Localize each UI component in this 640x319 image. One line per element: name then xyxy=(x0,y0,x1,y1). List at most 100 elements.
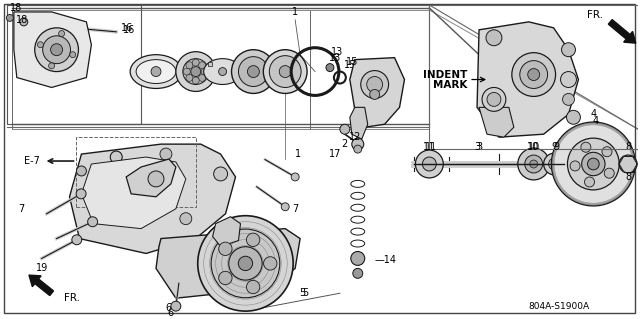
Text: 8: 8 xyxy=(625,142,631,152)
Circle shape xyxy=(35,28,79,71)
Text: 6: 6 xyxy=(168,308,174,318)
Circle shape xyxy=(269,56,301,87)
Circle shape xyxy=(352,138,364,150)
Circle shape xyxy=(232,50,275,93)
Circle shape xyxy=(588,158,599,170)
Circle shape xyxy=(246,280,260,294)
FancyArrow shape xyxy=(29,275,54,295)
Text: 17: 17 xyxy=(329,149,341,159)
Text: FR.: FR. xyxy=(588,10,604,20)
Circle shape xyxy=(238,256,253,271)
Text: 13: 13 xyxy=(329,53,341,63)
Circle shape xyxy=(186,62,193,69)
Circle shape xyxy=(6,14,13,21)
Circle shape xyxy=(151,67,161,77)
Circle shape xyxy=(582,152,605,176)
Polygon shape xyxy=(81,157,186,229)
Polygon shape xyxy=(477,22,579,137)
Circle shape xyxy=(340,124,350,134)
Text: 4: 4 xyxy=(592,116,598,126)
Circle shape xyxy=(568,138,620,190)
Text: 18: 18 xyxy=(16,15,28,25)
Circle shape xyxy=(88,217,97,227)
Circle shape xyxy=(281,203,289,211)
Ellipse shape xyxy=(204,59,241,85)
Circle shape xyxy=(326,63,334,71)
Circle shape xyxy=(563,93,575,105)
Circle shape xyxy=(528,69,540,80)
Circle shape xyxy=(211,229,280,298)
Circle shape xyxy=(219,242,232,256)
Text: 20: 20 xyxy=(145,192,157,202)
Circle shape xyxy=(482,87,506,111)
Circle shape xyxy=(415,150,444,178)
Circle shape xyxy=(530,160,538,168)
Text: 12: 12 xyxy=(349,132,361,142)
Circle shape xyxy=(370,89,380,100)
Text: MARK: MARK xyxy=(433,80,467,91)
Circle shape xyxy=(97,170,106,178)
Circle shape xyxy=(361,70,388,98)
Circle shape xyxy=(602,147,612,157)
Circle shape xyxy=(191,67,201,77)
Text: 8: 8 xyxy=(625,172,631,182)
Circle shape xyxy=(183,68,190,75)
Circle shape xyxy=(487,93,501,106)
Text: 10: 10 xyxy=(527,142,539,152)
Circle shape xyxy=(422,157,436,171)
Text: —14: —14 xyxy=(374,256,397,265)
Circle shape xyxy=(93,166,109,182)
Polygon shape xyxy=(350,108,368,139)
Circle shape xyxy=(548,158,561,170)
Text: 5: 5 xyxy=(299,288,305,298)
Circle shape xyxy=(263,50,307,93)
Circle shape xyxy=(279,66,291,78)
Text: 7: 7 xyxy=(19,204,25,214)
Polygon shape xyxy=(156,229,300,298)
Polygon shape xyxy=(14,12,92,87)
Circle shape xyxy=(72,235,82,245)
Circle shape xyxy=(38,42,44,48)
Text: 16: 16 xyxy=(121,23,134,33)
Circle shape xyxy=(604,168,614,178)
Text: 15: 15 xyxy=(346,57,358,67)
Circle shape xyxy=(525,155,543,173)
Ellipse shape xyxy=(130,55,182,88)
Text: E-7: E-7 xyxy=(24,156,40,166)
Text: 9: 9 xyxy=(552,142,557,152)
Circle shape xyxy=(160,148,172,160)
Text: 4: 4 xyxy=(590,109,596,119)
Circle shape xyxy=(486,30,502,46)
Circle shape xyxy=(581,142,591,152)
Circle shape xyxy=(219,68,227,76)
Circle shape xyxy=(520,61,548,88)
Circle shape xyxy=(59,31,65,37)
Circle shape xyxy=(198,74,205,81)
Circle shape xyxy=(228,247,262,280)
Text: 11: 11 xyxy=(425,142,438,152)
Text: INDENT: INDENT xyxy=(423,70,467,79)
Circle shape xyxy=(201,68,208,75)
Circle shape xyxy=(291,173,299,181)
Circle shape xyxy=(198,62,205,69)
Circle shape xyxy=(543,153,566,175)
Ellipse shape xyxy=(136,60,176,84)
Circle shape xyxy=(171,301,181,311)
Circle shape xyxy=(186,74,193,81)
Circle shape xyxy=(351,251,365,265)
Circle shape xyxy=(214,167,228,181)
Circle shape xyxy=(76,166,86,176)
Circle shape xyxy=(180,213,192,225)
Polygon shape xyxy=(350,58,404,127)
Text: 1: 1 xyxy=(295,149,301,159)
Circle shape xyxy=(49,63,54,69)
Circle shape xyxy=(148,171,164,187)
Text: 1: 1 xyxy=(292,7,298,17)
Circle shape xyxy=(552,122,635,206)
Circle shape xyxy=(192,77,199,84)
Circle shape xyxy=(561,43,575,57)
Text: 9: 9 xyxy=(554,142,559,152)
Polygon shape xyxy=(70,144,236,254)
Text: 11: 11 xyxy=(423,142,435,152)
Text: 7: 7 xyxy=(292,204,298,214)
